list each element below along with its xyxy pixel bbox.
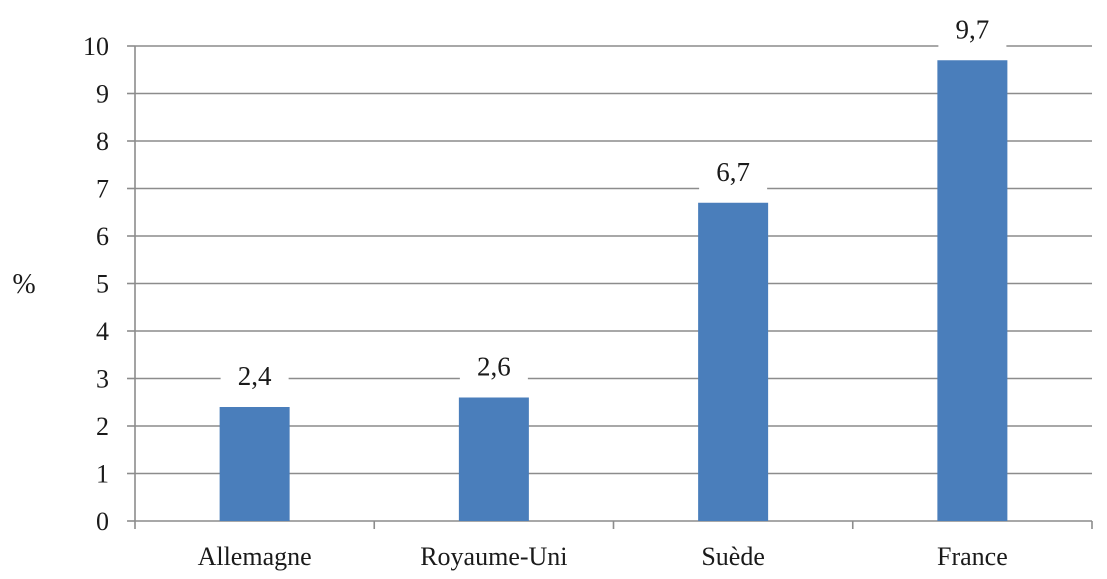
data-labels: 2,4 2,6 6,7 9,7 bbox=[220, 12, 1007, 395]
x-category-label: Allemagne bbox=[198, 542, 312, 571]
data-label: 9,7 bbox=[956, 14, 990, 44]
data-label-background bbox=[220, 359, 289, 395]
x-category-label: Suède bbox=[701, 542, 765, 571]
bars bbox=[219, 60, 1008, 521]
x-category-label: France bbox=[937, 542, 1008, 571]
x-category-label: Royaume-Uni bbox=[420, 542, 567, 571]
y-tick-label: 9 bbox=[96, 80, 109, 109]
y-tick-label: 0 bbox=[96, 507, 109, 536]
bar-allemagne bbox=[219, 407, 290, 521]
y-tick-label: 2 bbox=[96, 412, 109, 441]
bar-su-de bbox=[698, 202, 769, 521]
y-tick-label: 10 bbox=[83, 32, 109, 61]
data-label-background bbox=[699, 154, 768, 191]
data-label: 2,6 bbox=[477, 352, 511, 382]
data-label-background bbox=[938, 12, 1007, 49]
gridlines bbox=[135, 45, 1092, 475]
x-category-labels: Allemagne Royaume-Uni Suède France bbox=[198, 542, 1008, 571]
y-tick-label: 8 bbox=[96, 127, 109, 156]
y-tick-label: 4 bbox=[96, 317, 109, 346]
axes bbox=[127, 45, 1093, 529]
y-tick-label: 3 bbox=[96, 365, 109, 394]
y-tick-label: 5 bbox=[96, 270, 109, 299]
data-label: 2,4 bbox=[238, 361, 272, 391]
y-tick-label: 7 bbox=[96, 175, 109, 204]
data-label: 6,7 bbox=[716, 157, 750, 187]
bar-france bbox=[937, 60, 1008, 521]
y-tick-label: 1 bbox=[96, 460, 109, 489]
y-tick-label: 6 bbox=[96, 222, 109, 251]
bar-royaume-uni bbox=[458, 397, 529, 521]
y-tick-labels: 0 1 2 3 4 5 6 7 8 9 10 bbox=[83, 32, 109, 536]
y-axis-title: % bbox=[12, 269, 35, 300]
data-label-background bbox=[459, 349, 528, 386]
